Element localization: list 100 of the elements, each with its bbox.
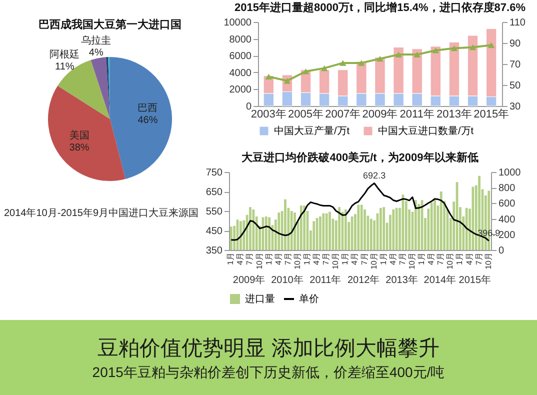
x-tick-label: 7月 [245, 252, 254, 265]
x-tick-label: 7月 [322, 252, 331, 265]
text: 2011年 [310, 274, 342, 286]
text: 2012年 [347, 274, 380, 286]
x-tick-label: 10月 [407, 252, 416, 270]
pie-slice [110, 57, 172, 180]
bar [392, 209, 395, 250]
slice-label: 乌拉圭 [81, 34, 112, 46]
text: 2014年 [424, 274, 456, 286]
bar [290, 211, 293, 250]
point [358, 60, 365, 66]
text: 2010年 [271, 274, 304, 286]
bar [414, 200, 417, 250]
y2-tick-label: 30 [510, 102, 522, 112]
y-tick-label: 350 [206, 246, 223, 256]
point [340, 60, 346, 66]
x-tick-label: 1月 [302, 252, 312, 265]
bar [465, 208, 468, 250]
x-tick-label: 2011年 [400, 108, 434, 120]
x-tick-label: 4月 [350, 252, 360, 265]
slice-label: 阿根廷 [50, 48, 80, 61]
bar [312, 221, 316, 250]
data-label: 46% [138, 115, 158, 126]
x-tick-label: 7月 [474, 252, 484, 265]
x-tick-label: 1月 [340, 252, 350, 265]
point [488, 42, 495, 48]
y-tick-label: 10000 [224, 18, 252, 28]
y2-tick-label: 110 [510, 18, 526, 28]
point [469, 44, 476, 50]
point [320, 65, 328, 72]
y-tick-label: 4000 [229, 68, 252, 79]
chart-title: 巴西成我国大豆第一大进口国 [38, 18, 182, 31]
bar [338, 207, 341, 250]
y-tick-label: 2000 [229, 84, 252, 96]
bar [278, 212, 280, 250]
x-tick-label: 4月 [426, 252, 436, 265]
bar [240, 221, 242, 250]
point [265, 74, 272, 80]
x-tick-label: 7月 [398, 252, 407, 265]
bar [364, 209, 366, 250]
x-tick-label: 1月 [264, 252, 274, 265]
y2-tick-label: 50 [510, 80, 522, 92]
bar [357, 204, 360, 250]
chart-title: 大豆进口均价跌破400美元/t，为2009年以来新低 [242, 151, 478, 164]
x-tick-label: 2005年 [288, 108, 324, 120]
y2-tick-label: 200 [498, 230, 516, 241]
y-tick-label: 8000 [229, 34, 252, 46]
bar [440, 192, 442, 250]
bar [370, 218, 372, 250]
y-tick-label: 0 [246, 102, 252, 112]
bar [268, 217, 271, 250]
x-tick-label: 10月 [331, 252, 340, 270]
data-label: 11% [55, 62, 74, 73]
x-tick-label: 2013年 [436, 108, 472, 120]
x-tick-label: 1月 [417, 252, 426, 265]
bar [382, 207, 386, 250]
text: 2014年10月-2015年9月中国进口大豆来源国 [4, 208, 199, 219]
x-tick-label: 2009年 [362, 108, 398, 120]
bar [418, 204, 420, 250]
slice-label: 巴西 [138, 103, 158, 114]
data-label: 4% [88, 47, 104, 58]
x-tick-label: 2003年 [250, 108, 286, 120]
bar [249, 207, 252, 250]
data-label: 692.3 [363, 170, 386, 180]
text: 豆粕价值优势明显 添加比例大幅攀升 [98, 336, 440, 362]
pie-slice [48, 86, 126, 181]
bar [434, 199, 436, 250]
x-tick-label: 10月 [484, 252, 493, 270]
y-tick-label: 450 [206, 226, 223, 237]
x-tick-label: 2007年 [325, 108, 361, 120]
bar [395, 208, 398, 250]
bar [328, 212, 331, 250]
bar [325, 213, 328, 250]
y2-tick-label: 0 [498, 246, 504, 256]
pie-slice [90, 57, 110, 119]
x-tick-label: 7月 [436, 252, 446, 265]
y-tick-label: 550 [206, 206, 223, 218]
point [302, 68, 310, 74]
text: 2009年 [232, 274, 266, 286]
legend-label: 中国大豆进口数量/万t [378, 125, 474, 137]
text: 2013年 [386, 274, 418, 286]
bar [430, 202, 433, 250]
data-label: 38% [69, 142, 90, 154]
chart-title: 2015年进口量超8000万t，同比增15.4%，进口依存度87.6% [234, 1, 526, 14]
y2-tick-label: 400 [498, 214, 516, 226]
bar [264, 216, 268, 250]
slice-label: 美国 [69, 129, 90, 142]
point [450, 45, 458, 52]
text: 2015年豆粕与杂粕价差创下历史新低，价差缩至400元/吨 [92, 364, 445, 382]
bar [303, 206, 306, 250]
data-label: 396.9 [478, 228, 500, 238]
pie-slice [58, 60, 110, 119]
point [432, 47, 440, 54]
bar [322, 213, 325, 250]
bar [319, 216, 322, 250]
point [376, 56, 384, 62]
x-tick-label: 1月 [226, 252, 236, 265]
y-tick-label: 750 [206, 168, 223, 178]
x-tick-label: 10月 [369, 252, 378, 270]
bar [344, 209, 347, 250]
